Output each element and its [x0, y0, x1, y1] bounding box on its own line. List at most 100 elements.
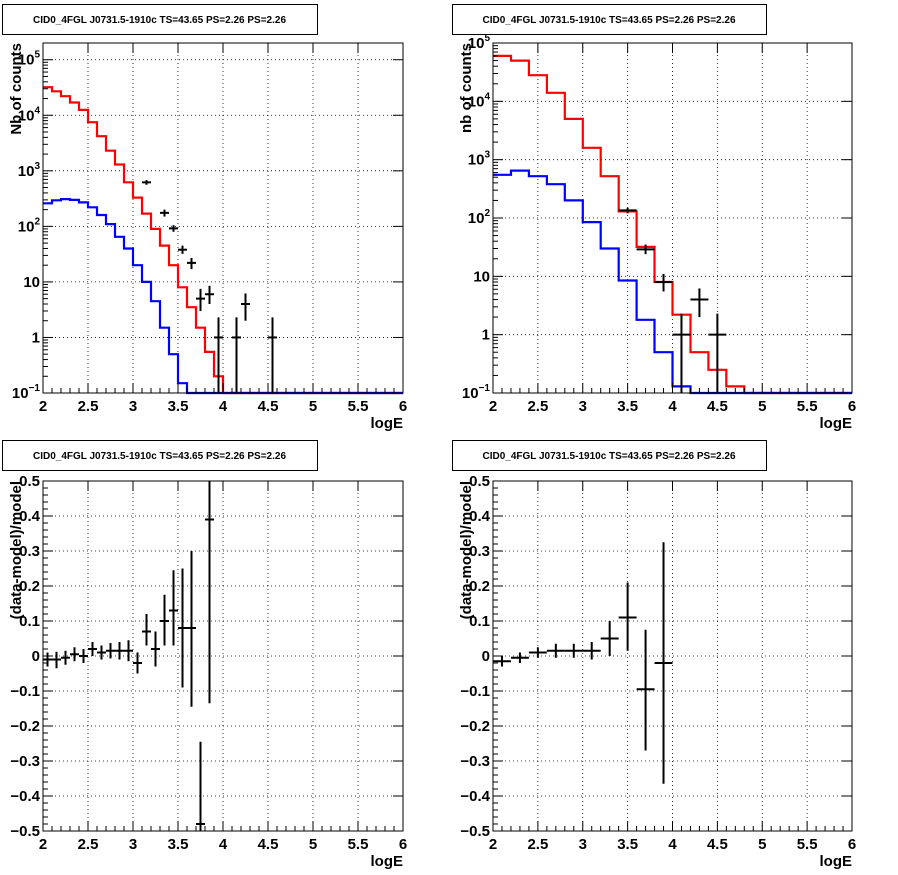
y-tick-label: 102 — [468, 208, 491, 227]
title-box — [452, 440, 767, 471]
x-tick-label: 5 — [309, 398, 317, 415]
x-tick-label: 4.5 — [707, 836, 728, 853]
x-tick-label: 2.5 — [78, 398, 99, 415]
y-tick-label: 104 — [18, 105, 41, 124]
data-points — [142, 180, 277, 393]
grid — [43, 43, 403, 393]
plot-title: CID0_4FGL J0731.5-1910c TS=43.65 PS=2.26… — [482, 451, 735, 462]
data-point — [196, 741, 205, 831]
y-axis-label: (data-model)/model — [8, 481, 25, 619]
y-tick-label: 10 — [473, 268, 490, 285]
x-axis — [492, 481, 853, 831]
y-tick-label: 0.2 — [19, 578, 40, 595]
x-tick-label: 3 — [129, 836, 137, 853]
x-tick-label: 2.5 — [78, 836, 99, 853]
data-point — [241, 293, 250, 321]
y-tick-label: 1 — [32, 329, 40, 346]
x-tick-label: 2.5 — [527, 398, 548, 415]
data-point — [106, 643, 115, 659]
y-tick-label: −0.2 — [10, 718, 40, 735]
data-point — [636, 629, 655, 751]
data-points — [493, 542, 673, 784]
x-tick-label: 5 — [758, 836, 766, 853]
y-tick-label: −0.1 — [460, 683, 490, 700]
y-tick-label: 10−1 — [12, 383, 41, 402]
data-point — [187, 257, 196, 270]
data-point — [564, 643, 583, 658]
x-tick-label: 2.5 — [527, 836, 548, 853]
series-red-histogram — [493, 54, 852, 395]
y-axis-label: (data-model)/model — [458, 481, 475, 619]
y-axis-label: nb of counts — [458, 43, 475, 133]
data-point — [205, 285, 214, 305]
y-tick-label: 1 — [482, 327, 490, 344]
y-tick-label: 0.4 — [19, 508, 41, 525]
x-axis — [42, 43, 404, 393]
plot-title: CID0_4FGL J0731.5-1910c TS=43.65 PS=2.26… — [33, 15, 286, 26]
data-point — [654, 542, 673, 784]
data-point — [133, 652, 142, 674]
x-tick-label: 2 — [39, 398, 47, 415]
x-tick-label: 3 — [129, 398, 137, 415]
x-tick-label: 5.5 — [348, 398, 369, 415]
x-axis — [492, 43, 853, 393]
y-tick-label: 104 — [468, 91, 491, 110]
data-point — [187, 551, 196, 707]
x-axis — [42, 481, 404, 831]
data-point — [160, 594, 169, 646]
plot-panel-3: CID0_4FGL J0731.5-1910c TS=43.65 PS=2.26… — [2, 440, 407, 870]
data-point — [672, 313, 691, 393]
grid — [43, 481, 403, 831]
y-axis — [493, 480, 852, 832]
data-point — [690, 288, 709, 318]
x-tick-label: 4.5 — [258, 398, 279, 415]
x-axis-label: logE — [371, 853, 404, 870]
data-point — [528, 647, 547, 658]
y-tick-label: −0.5 — [460, 823, 490, 840]
data-point — [70, 647, 79, 662]
data-point — [268, 317, 277, 393]
data-point — [169, 570, 178, 646]
y-tick-label: 0 — [482, 648, 490, 665]
data-point — [124, 640, 133, 662]
x-tick-label: 4 — [668, 836, 677, 853]
x-tick-label: 2 — [489, 836, 497, 853]
data-points — [43, 481, 214, 831]
x-tick-label: 4.5 — [258, 836, 279, 853]
data-point — [178, 245, 187, 254]
y-tick-label: 0.4 — [469, 508, 491, 525]
data-point — [510, 652, 529, 663]
data-point — [493, 656, 511, 667]
data-point — [160, 209, 169, 217]
x-tick-label: 4 — [219, 836, 228, 853]
data-point — [618, 207, 637, 214]
data-point — [196, 288, 205, 311]
y-tick-label: 0.2 — [469, 578, 490, 595]
y-tick-label: −0.4 — [460, 788, 490, 805]
data-point — [636, 244, 655, 255]
y-tick-label: −0.4 — [10, 788, 40, 805]
plot-title: CID0_4FGL J0731.5-1910c TS=43.65 PS=2.26… — [33, 451, 286, 462]
title-box — [2, 4, 318, 35]
y-axis — [43, 59, 403, 394]
plot-title: CID0_4FGL J0731.5-1910c TS=43.65 PS=2.26… — [482, 15, 735, 26]
y-tick-label: 103 — [468, 150, 491, 169]
data-point — [618, 582, 637, 651]
data-point — [142, 614, 151, 646]
y-tick-label: −0.1 — [10, 683, 40, 700]
x-tick-label: 4 — [668, 398, 677, 415]
data-point — [142, 180, 151, 185]
data-point — [61, 650, 70, 665]
x-tick-label: 5 — [309, 836, 317, 853]
data-point — [169, 225, 178, 232]
y-tick-label: 10 — [23, 274, 40, 291]
y-axis — [493, 42, 852, 394]
x-axis-label: logE — [820, 415, 853, 432]
y-axis — [43, 480, 403, 832]
data-point — [52, 651, 61, 669]
x-axis-label: logE — [820, 853, 853, 870]
y-tick-label: 0 — [32, 648, 40, 665]
y-tick-label: 0.5 — [469, 473, 490, 490]
data-point — [600, 621, 619, 656]
